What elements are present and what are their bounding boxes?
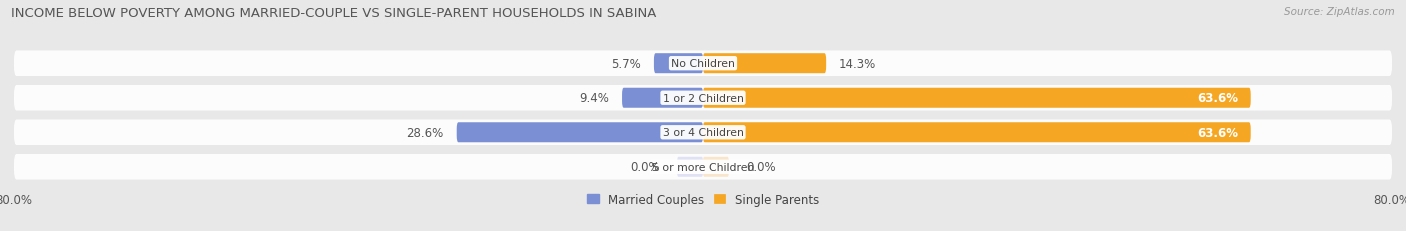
FancyBboxPatch shape — [703, 88, 1251, 108]
Legend: Married Couples, Single Parents: Married Couples, Single Parents — [586, 193, 820, 206]
FancyBboxPatch shape — [14, 154, 1392, 180]
FancyBboxPatch shape — [621, 88, 703, 108]
Text: 0.0%: 0.0% — [630, 161, 659, 173]
Text: 63.6%: 63.6% — [1197, 92, 1237, 105]
FancyBboxPatch shape — [14, 120, 1392, 145]
Text: Source: ZipAtlas.com: Source: ZipAtlas.com — [1284, 7, 1395, 17]
Text: 1 or 2 Children: 1 or 2 Children — [662, 93, 744, 103]
Text: 28.6%: 28.6% — [406, 126, 444, 139]
FancyBboxPatch shape — [703, 54, 827, 74]
FancyBboxPatch shape — [703, 123, 1251, 143]
FancyBboxPatch shape — [457, 123, 703, 143]
Text: 3 or 4 Children: 3 or 4 Children — [662, 128, 744, 138]
FancyBboxPatch shape — [678, 157, 703, 177]
Text: 63.6%: 63.6% — [1197, 126, 1237, 139]
Text: No Children: No Children — [671, 59, 735, 69]
Text: 9.4%: 9.4% — [579, 92, 609, 105]
Text: 14.3%: 14.3% — [839, 58, 876, 70]
Text: INCOME BELOW POVERTY AMONG MARRIED-COUPLE VS SINGLE-PARENT HOUSEHOLDS IN SABINA: INCOME BELOW POVERTY AMONG MARRIED-COUPL… — [11, 7, 657, 20]
FancyBboxPatch shape — [14, 86, 1392, 111]
FancyBboxPatch shape — [703, 157, 728, 177]
Text: 5.7%: 5.7% — [612, 58, 641, 70]
FancyBboxPatch shape — [654, 54, 703, 74]
FancyBboxPatch shape — [14, 51, 1392, 77]
Text: 5 or more Children: 5 or more Children — [652, 162, 754, 172]
Text: 0.0%: 0.0% — [747, 161, 776, 173]
